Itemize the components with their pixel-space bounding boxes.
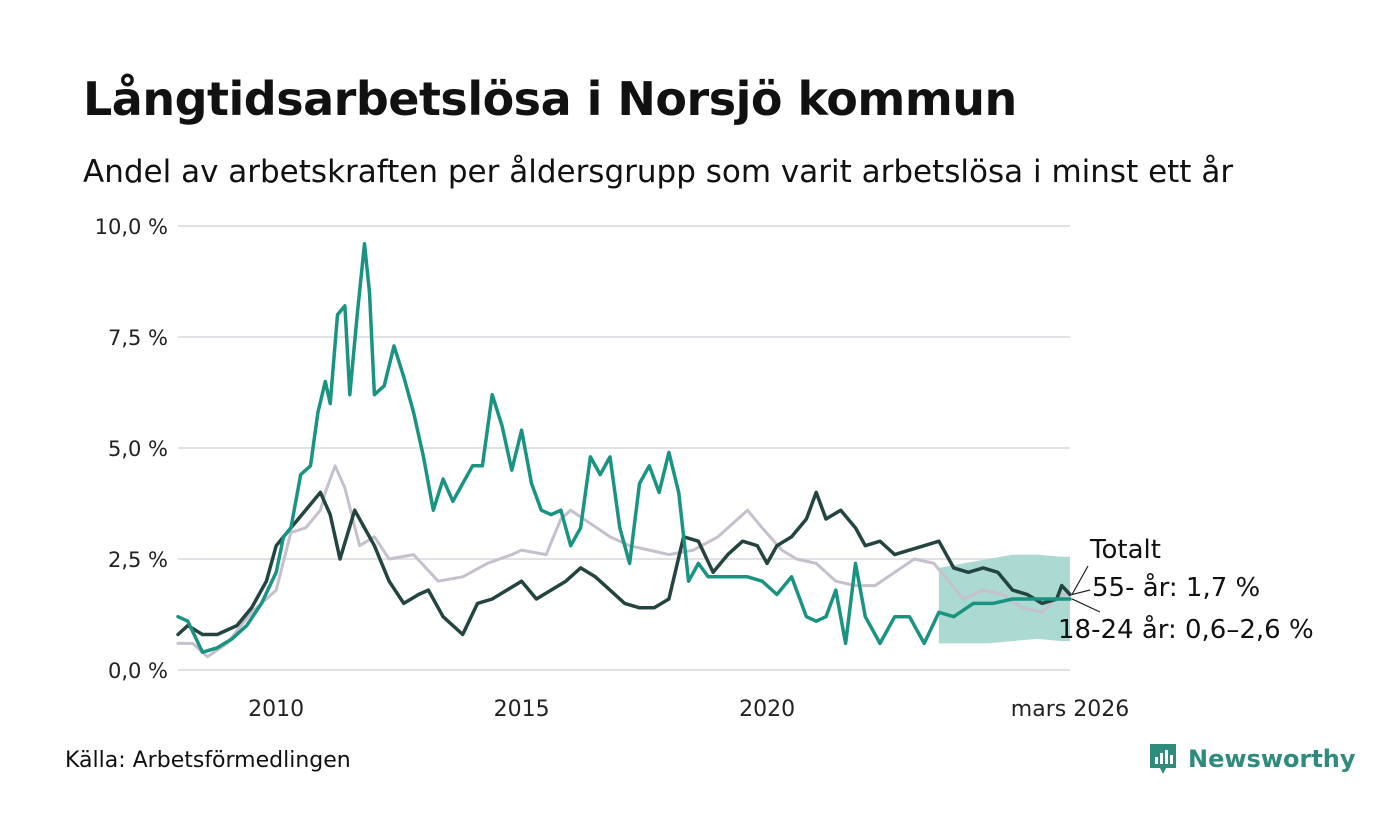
leader-line-total xyxy=(1071,565,1089,595)
series-line-senior xyxy=(176,490,1072,637)
brand-logo: Newsworthy xyxy=(1148,742,1356,776)
chart-subtitle: Andel av arbetskraften per åldersgrupp s… xyxy=(83,154,1234,190)
y-tick-label: 2,5 % xyxy=(108,548,168,572)
series-line-total xyxy=(176,464,1072,659)
brand-name: Newsworthy xyxy=(1188,745,1356,773)
leader-line-senior xyxy=(1071,589,1091,596)
x-tick-label: 2020 xyxy=(739,697,795,722)
x-tick-label: 2015 xyxy=(494,697,550,722)
x-tick-label: 2010 xyxy=(248,697,304,722)
series-line-youth xyxy=(176,242,1072,654)
y-tick-label: 0,0 % xyxy=(108,659,168,683)
series-label-youth: 18-24 år: 0,6–2,6 % xyxy=(1058,614,1314,645)
leader-line-youth xyxy=(1071,598,1101,613)
y-tick-label: 7,5 % xyxy=(108,326,168,350)
confidence-band xyxy=(938,554,1070,644)
source-note: Källa: Arbetsförmedlingen xyxy=(65,748,351,773)
series-label-senior: 55- år: 1,7 % xyxy=(1092,572,1260,603)
y-tick-label: 5,0 % xyxy=(108,437,168,461)
y-tick-label: 10,0 % xyxy=(95,215,168,239)
x-tick-label: mars 2026 xyxy=(1011,697,1129,722)
series-label-total: Totalt xyxy=(1089,535,1161,565)
chart-title: Långtidsarbetslösa i Norsjö kommun xyxy=(83,72,1017,126)
newsworthy-logo-icon xyxy=(1148,742,1178,776)
